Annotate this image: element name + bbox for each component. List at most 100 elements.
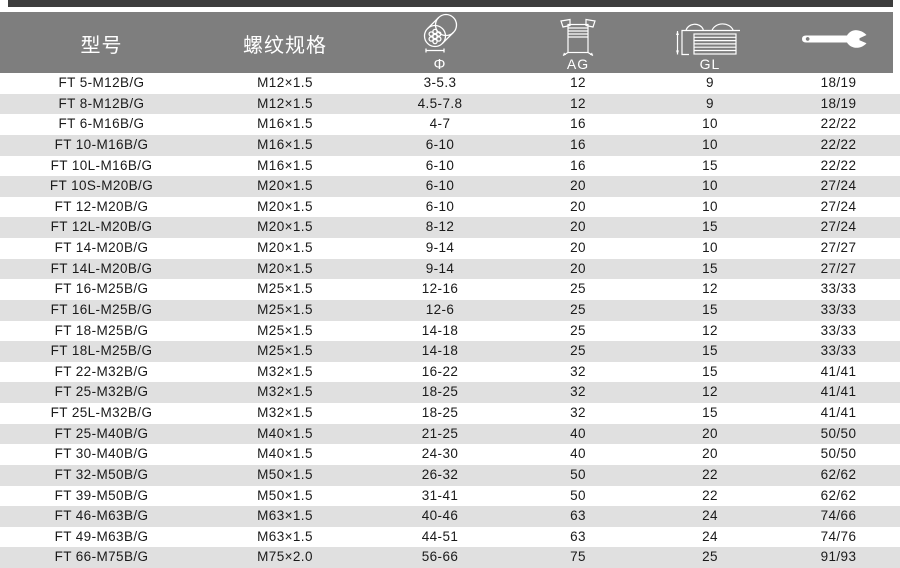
cell-wrench: 62/62 (820, 466, 857, 482)
cell-clamp: 9-14 (425, 260, 455, 276)
cell-thread: M50×1.5 (257, 466, 313, 482)
cell-wrench: 50/50 (820, 446, 857, 462)
cell-ag: 12 (570, 95, 586, 111)
cell-ag: 20 (570, 240, 586, 255)
cell-model: FT 16-M25B/G (54, 281, 149, 297)
cell-gl: 25 (702, 549, 718, 565)
cell-thread: M20×1.5 (257, 198, 313, 214)
cell-ag: 16 (570, 136, 586, 152)
cell-thread: M25×1.5 (257, 281, 313, 297)
cell-wrench: 62/62 (820, 487, 857, 503)
table-row: FT 10L-M16B/G M16×1.5 6-10 16 15 22/22 (0, 156, 900, 177)
cell-clamp: 12-16 (421, 281, 459, 297)
cell-clamp: 18-25 (421, 405, 459, 420)
cell-wrench: 41/41 (820, 363, 857, 379)
cell-model: FT 16L-M25B/G (50, 301, 153, 317)
cell-gl: 9 (706, 95, 714, 111)
cell-thread: M20×1.5 (257, 240, 313, 255)
cell-gl: 22 (702, 466, 718, 482)
cell-model: FT 14-M20B/G (54, 240, 149, 255)
cell-wrench: 74/76 (820, 528, 857, 544)
cell-model: FT 25L-M32B/G (50, 405, 153, 420)
cell-gl: 10 (702, 116, 718, 132)
cell-gl: 15 (702, 260, 718, 276)
cell-wrench: 33/33 (820, 281, 857, 297)
cell-clamp: 44-51 (421, 528, 459, 544)
cell-clamp: 56-66 (421, 549, 459, 565)
cell-gl: 15 (702, 157, 718, 173)
cell-model: FT 6-M16B/G (58, 116, 145, 132)
header-gl-label: GL (699, 56, 721, 72)
cell-clamp: 3-5.3 (423, 75, 457, 90)
cell-clamp: 4.5-7.8 (417, 95, 463, 111)
header-thread: 螺纹规格 (203, 12, 367, 74)
cell-ag: 20 (570, 260, 586, 276)
cell-gl: 20 (702, 425, 718, 441)
cell-ag: 12 (570, 75, 586, 90)
cell-wrench: 41/41 (820, 384, 857, 400)
cell-clamp: 4-7 (429, 116, 451, 132)
cell-ag: 20 (570, 178, 586, 194)
cell-thread: M50×1.5 (257, 487, 313, 503)
table-row: FT 22-M32B/G M32×1.5 16-22 32 15 41/41 (0, 362, 900, 383)
cell-thread: M32×1.5 (257, 384, 313, 400)
cell-gl: 10 (702, 136, 718, 152)
cell-gl: 10 (702, 178, 718, 194)
cell-model: FT 5-M12B/G (58, 75, 145, 90)
cell-wrench: 18/19 (820, 95, 857, 111)
table-row: FT 30-M40B/G M40×1.5 24-30 40 20 50/50 (0, 444, 900, 465)
cell-gl: 9 (706, 75, 714, 90)
cell-gl: 10 (702, 240, 718, 255)
cell-gl: 15 (702, 405, 718, 420)
cell-wrench: 22/22 (820, 157, 857, 173)
cell-gl: 22 (702, 487, 718, 503)
cell-ag: 25 (570, 343, 586, 359)
cell-model: FT 12-M20B/G (54, 198, 149, 214)
cell-clamp: 31-41 (421, 487, 459, 503)
table-row: FT 18-M25B/G M25×1.5 14-18 25 12 33/33 (0, 321, 900, 342)
header-ag: AG (513, 12, 643, 74)
cell-wrench: 27/24 (820, 198, 857, 214)
cell-ag: 32 (570, 405, 586, 420)
gland-ag-icon (560, 18, 596, 56)
table-row: FT 25-M32B/G M32×1.5 18-25 32 12 41/41 (0, 382, 900, 403)
header-wrench (777, 12, 900, 74)
cell-gl: 15 (702, 343, 718, 359)
cell-clamp: 26-32 (421, 466, 459, 482)
cell-ag: 20 (570, 198, 586, 214)
cell-thread: M25×1.5 (257, 322, 313, 338)
header-right-gap (893, 12, 900, 73)
cable-diameter-icon (423, 13, 458, 53)
cell-wrench: 33/33 (820, 343, 857, 359)
table-row: FT 25L-M32B/G M32×1.5 18-25 32 15 41/41 (0, 403, 900, 424)
table-row: FT 8-M12B/G M12×1.5 4.5-7.8 12 9 18/19 (0, 93, 900, 115)
cell-model: FT 32-M50B/G (54, 466, 149, 482)
header-thread-label: 螺纹规格 (243, 34, 327, 57)
cell-model: FT 25-M40B/G (54, 425, 149, 441)
cell-thread: M32×1.5 (257, 405, 313, 420)
cell-model: FT 12L-M20B/G (50, 219, 153, 235)
cell-wrench: 41/41 (820, 405, 857, 420)
cell-thread: M16×1.5 (257, 136, 313, 152)
cell-clamp: 6-10 (425, 157, 455, 173)
cell-ag: 75 (570, 549, 586, 565)
table-body: FT 5-M12B/G M12×1.5 3-5.3 12 9 18/19 FT 8-M12B… (0, 73, 900, 568)
cell-ag: 63 (570, 528, 586, 544)
cell-ag: 16 (570, 116, 586, 132)
cell-ag: 20 (570, 219, 586, 235)
cell-clamp: 8-12 (425, 219, 455, 235)
cell-gl: 12 (702, 281, 718, 297)
header-clamp-range: Φ (367, 12, 513, 74)
cell-clamp: 21-25 (421, 425, 459, 441)
cell-ag: 40 (570, 446, 586, 462)
cell-model: FT 14L-M20B/G (50, 260, 153, 276)
cell-ag: 50 (570, 487, 586, 503)
cell-wrench: 33/33 (820, 301, 857, 317)
cell-model: FT 46-M63B/G (54, 508, 149, 524)
cell-ag: 40 (570, 425, 586, 441)
cell-gl: 20 (702, 446, 718, 462)
cell-clamp: 9-14 (425, 240, 455, 255)
table-row: FT 6-M16B/G M16×1.5 4-7 16 10 22/22 (0, 114, 900, 135)
cell-thread: M63×1.5 (257, 508, 313, 524)
cell-model: FT 18L-M25B/G (50, 343, 153, 359)
